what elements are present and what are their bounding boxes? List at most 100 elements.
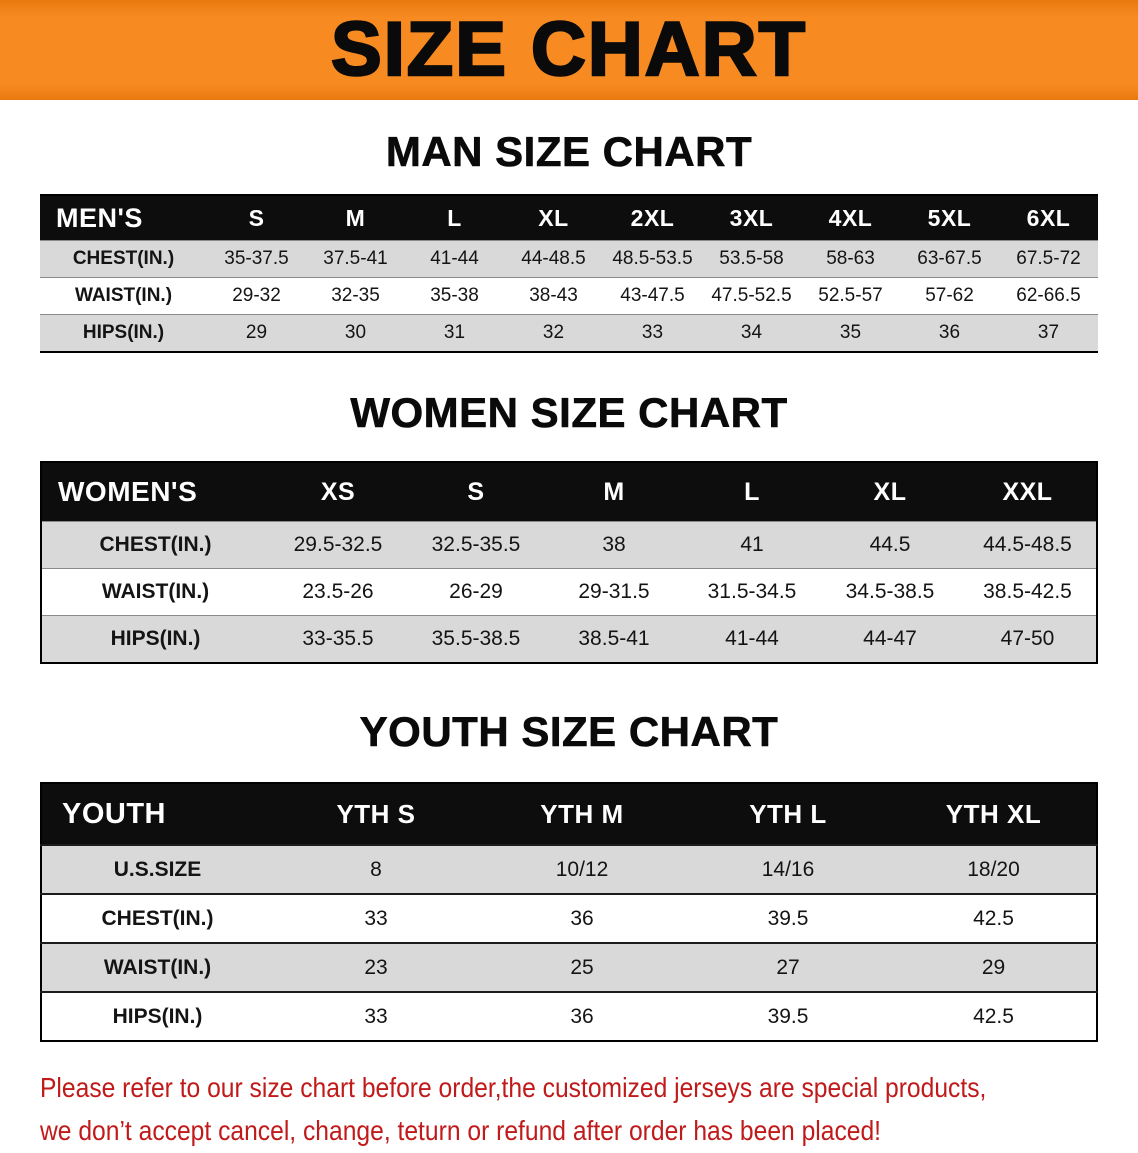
value-cell: 31.5-34.5: [683, 568, 821, 616]
value-cell: 43-47.5: [603, 277, 702, 315]
value-cell: 33: [603, 314, 702, 352]
row-label-cell: CHEST(IN.): [41, 521, 269, 569]
value-cell: 29-32: [207, 277, 306, 315]
men-size-chart-heading: MAN SIZE CHART: [385, 128, 753, 176]
value-cell: 42.5: [891, 991, 1097, 1041]
size-header-cell: 2XL: [603, 195, 702, 241]
value-cell: 8: [273, 844, 479, 894]
size-header-cell: M: [306, 195, 405, 241]
section-women-size-chart: WOMEN SIZE CHART WOMEN'S XS S M L XL XXL CHEST(…: [0, 389, 1138, 664]
value-cell: 44.5: [821, 521, 959, 569]
value-cell: 30: [306, 314, 405, 352]
value-cell: 23.5-26: [269, 568, 407, 616]
section-youth-size-chart: YOUTH SIZE CHART YOUTH YTH S YTH M YTH L YTH…: [0, 708, 1138, 1042]
row-label-cell: WAIST(IN.): [40, 277, 207, 315]
table-row: WAIST(IN.) 23 25 27 29: [41, 942, 1097, 992]
table-row: HIPS(IN.) 33-35.5 35.5-38.5 38.5-41 41-44 44-…: [41, 615, 1097, 663]
value-cell: 18/20: [891, 844, 1097, 894]
table-row: HIPS(IN.) 33 36 39.5 42.5: [41, 991, 1097, 1041]
row-label-cell: HIPS(IN.): [41, 991, 273, 1041]
value-cell: 63-67.5: [900, 240, 999, 278]
value-cell: 58-63: [801, 240, 900, 278]
value-cell: 35-38: [405, 277, 504, 315]
size-header-cell: XL: [504, 195, 603, 241]
value-cell: 31: [405, 314, 504, 352]
table-header-row: MEN'S S M L XL 2XL 3XL 4XL 5XL 6XL: [40, 195, 1098, 241]
value-cell: 32: [504, 314, 603, 352]
row-label-cell: HIPS(IN.): [41, 615, 269, 663]
womens-size-table: WOMEN'S XS S M L XL XXL CHEST(IN.) 29.5-32.5 32.5…: [40, 461, 1098, 664]
mens-size-table: MEN'S S M L XL 2XL 3XL 4XL 5XL 6XL CHEST(IN.) 35-37…: [40, 194, 1098, 353]
value-cell: 32.5-35.5: [407, 521, 545, 569]
value-cell: 39.5: [685, 893, 891, 943]
table-row: U.S.SIZE 8 10/12 14/16 18/20: [41, 844, 1097, 894]
value-cell: 29: [207, 314, 306, 352]
table-row: CHEST(IN.) 29.5-32.5 32.5-35.5 38 41 44.5 44.5…: [41, 521, 1097, 569]
footer-line-1: Please refer to our size chart before or…: [40, 1072, 987, 1103]
value-cell: 67.5-72: [999, 240, 1098, 278]
value-cell: 36: [900, 314, 999, 352]
table-title-cell: MEN'S: [40, 195, 207, 241]
value-cell: 44-47: [821, 615, 959, 663]
row-label-cell: CHEST(IN.): [40, 240, 207, 278]
value-cell: 14/16: [685, 844, 891, 894]
value-cell: 27: [685, 942, 891, 992]
value-cell: 25: [479, 942, 685, 992]
size-header-cell: M: [545, 462, 683, 522]
size-header-cell: 4XL: [801, 195, 900, 241]
banner: SIZE CHART: [0, 0, 1138, 100]
value-cell: 53.5-58: [702, 240, 801, 278]
value-cell: 35-37.5: [207, 240, 306, 278]
size-header-cell: XL: [821, 462, 959, 522]
table-row: CHEST(IN.) 33 36 39.5 42.5: [41, 893, 1097, 943]
value-cell: 33: [273, 991, 479, 1041]
table-title-cell: YOUTH: [41, 783, 273, 845]
value-cell: 42.5: [891, 893, 1097, 943]
table-row: HIPS(IN.) 29 30 31 32 33 34 35 36 37: [40, 314, 1098, 352]
size-header-cell: XXL: [959, 462, 1097, 522]
size-header-cell: 6XL: [999, 195, 1098, 241]
youth-size-chart-heading: YOUTH SIZE CHART: [359, 708, 779, 756]
value-cell: 35.5-38.5: [407, 615, 545, 663]
value-cell: 47-50: [959, 615, 1097, 663]
value-cell: 34.5-38.5: [821, 568, 959, 616]
row-label-cell: HIPS(IN.): [40, 314, 207, 352]
value-cell: 62-66.5: [999, 277, 1098, 315]
banner-title: SIZE CHART: [330, 7, 807, 92]
size-header-cell: 3XL: [702, 195, 801, 241]
value-cell: 33: [273, 893, 479, 943]
section-men-size-chart: MAN SIZE CHART MEN'S S M L XL 2XL 3XL 4XL 5XL 6XL…: [0, 128, 1138, 353]
size-header-cell: S: [207, 195, 306, 241]
value-cell: 23: [273, 942, 479, 992]
value-cell: 36: [479, 893, 685, 943]
table-row: WAIST(IN.) 29-32 32-35 35-38 38-43 43-47.5 47.…: [40, 277, 1098, 315]
value-cell: 37.5-41: [306, 240, 405, 278]
value-cell: 37: [999, 314, 1098, 352]
value-cell: 36: [479, 991, 685, 1041]
value-cell: 44.5-48.5: [959, 521, 1097, 569]
footer-line-2: we don’t accept cancel, change, teturn o…: [40, 1115, 882, 1147]
value-cell: 47.5-52.5: [702, 277, 801, 315]
row-label-cell: WAIST(IN.): [41, 568, 269, 616]
value-cell: 44-48.5: [504, 240, 603, 278]
value-cell: 29-31.5: [545, 568, 683, 616]
size-header-cell: 5XL: [900, 195, 999, 241]
size-header-cell: YTH M: [479, 783, 685, 845]
value-cell: 29.5-32.5: [269, 521, 407, 569]
table-header-row: YOUTH YTH S YTH M YTH L YTH XL: [41, 783, 1097, 845]
size-header-cell: S: [407, 462, 545, 522]
size-header-cell: L: [405, 195, 504, 241]
size-header-cell: YTH S: [273, 783, 479, 845]
value-cell: 38.5-42.5: [959, 568, 1097, 616]
table-row: CHEST(IN.) 35-37.5 37.5-41 41-44 44-48.5 48.5…: [40, 240, 1098, 278]
table-row: WAIST(IN.) 23.5-26 26-29 29-31.5 31.5-34.5 34…: [41, 568, 1097, 616]
value-cell: 38-43: [504, 277, 603, 315]
value-cell: 26-29: [407, 568, 545, 616]
size-header-cell: YTH L: [685, 783, 891, 845]
value-cell: 41-44: [683, 615, 821, 663]
value-cell: 35: [801, 314, 900, 352]
value-cell: 52.5-57: [801, 277, 900, 315]
row-label-cell: WAIST(IN.): [41, 942, 273, 992]
youth-size-table: YOUTH YTH S YTH M YTH L YTH XL U.S.SIZE 8 10/12…: [40, 782, 1098, 1042]
value-cell: 41: [683, 521, 821, 569]
